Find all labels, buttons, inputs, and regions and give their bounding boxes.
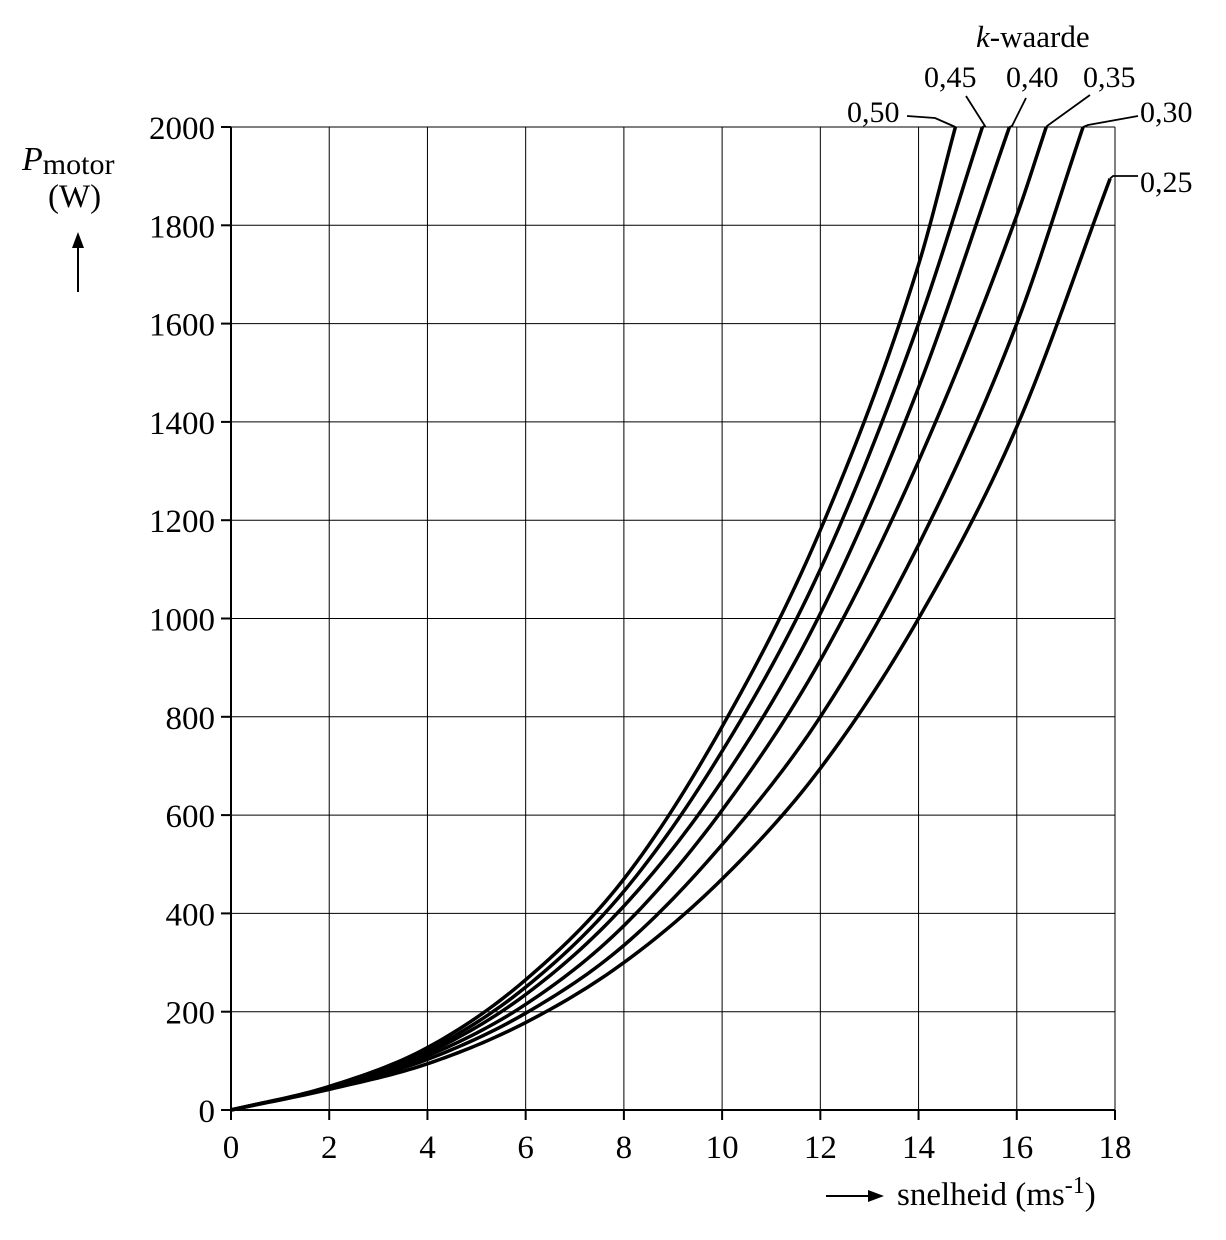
y-axis-subscript: motor	[43, 148, 115, 181]
curves	[230, 126, 1112, 1112]
x-tick-label: 4	[419, 1130, 436, 1166]
y-tick-label: 400	[166, 897, 216, 933]
y-axis-unit: (W)	[48, 179, 101, 215]
x-tick-label: 10	[706, 1130, 739, 1166]
series-label: 0,30	[1140, 96, 1193, 129]
y-tick-label: 1000	[149, 603, 215, 639]
y-axis-symbol: P	[21, 141, 43, 178]
series-label: 0,35	[1083, 61, 1136, 94]
x-tick-label: 2	[321, 1130, 338, 1166]
legend-leaders	[906, 94, 1139, 180]
y-tick-label: 0	[199, 1094, 216, 1130]
y-tick-label: 1600	[149, 308, 215, 344]
legend-title-k: k	[976, 19, 991, 54]
y-tick-label: 800	[166, 701, 216, 737]
x-axis-label-close: )	[1085, 1177, 1096, 1213]
series-label: 0,25	[1140, 166, 1193, 199]
x-tick-label: 14	[902, 1130, 935, 1166]
leader-line	[1082, 115, 1139, 128]
x-axis-label-text: snelheid (ms	[897, 1177, 1065, 1213]
leader-line	[1109, 175, 1138, 180]
y-tick-label: 200	[166, 996, 216, 1032]
leader-line	[1045, 94, 1091, 128]
x-tick-label: 8	[616, 1130, 633, 1166]
y-tick-label: 2000	[149, 111, 215, 147]
y-tick-label: 1800	[149, 209, 215, 245]
series-label: 0,40	[1006, 61, 1059, 94]
leader-line	[1009, 97, 1027, 128]
y-axis-arrow	[72, 232, 84, 292]
series-line-0-50	[230, 126, 958, 1112]
series-line-0-25	[230, 177, 1112, 1112]
x-tick-label: 6	[517, 1130, 534, 1166]
legend-title: k-waarde	[976, 19, 1090, 54]
y-tick-label: 600	[166, 799, 216, 835]
x-axis-label: snelheid (ms-1)	[897, 1173, 1096, 1213]
x-tick-label: 0	[223, 1130, 240, 1166]
x-axis-unit-sup: -1	[1065, 1173, 1085, 1199]
x-tick-label: 16	[1000, 1130, 1033, 1166]
grid-lines	[221, 126, 1116, 1120]
y-tick-label: 1400	[149, 406, 215, 442]
legend-title-rest: -waarde	[990, 19, 1090, 54]
x-axis-arrow	[826, 1190, 884, 1202]
series-label: 0,45	[924, 61, 977, 94]
y-tick-label: 1200	[149, 504, 215, 540]
tick-labels: 0 2 4 6 8 10 12 14 16 18 0 200 400 600 800 1000 1200 1400…	[149, 111, 1132, 1166]
series-label: 0,50	[847, 96, 900, 129]
y-axis-label: Pmotor	[21, 141, 114, 181]
series-labels: 0,25 0,300,35 0,40 0,45 0,50	[847, 61, 1193, 199]
leader-line	[965, 95, 987, 128]
x-tick-label: 12	[804, 1130, 837, 1166]
x-tick-label: 18	[1099, 1130, 1132, 1166]
leader-line	[906, 115, 956, 128]
